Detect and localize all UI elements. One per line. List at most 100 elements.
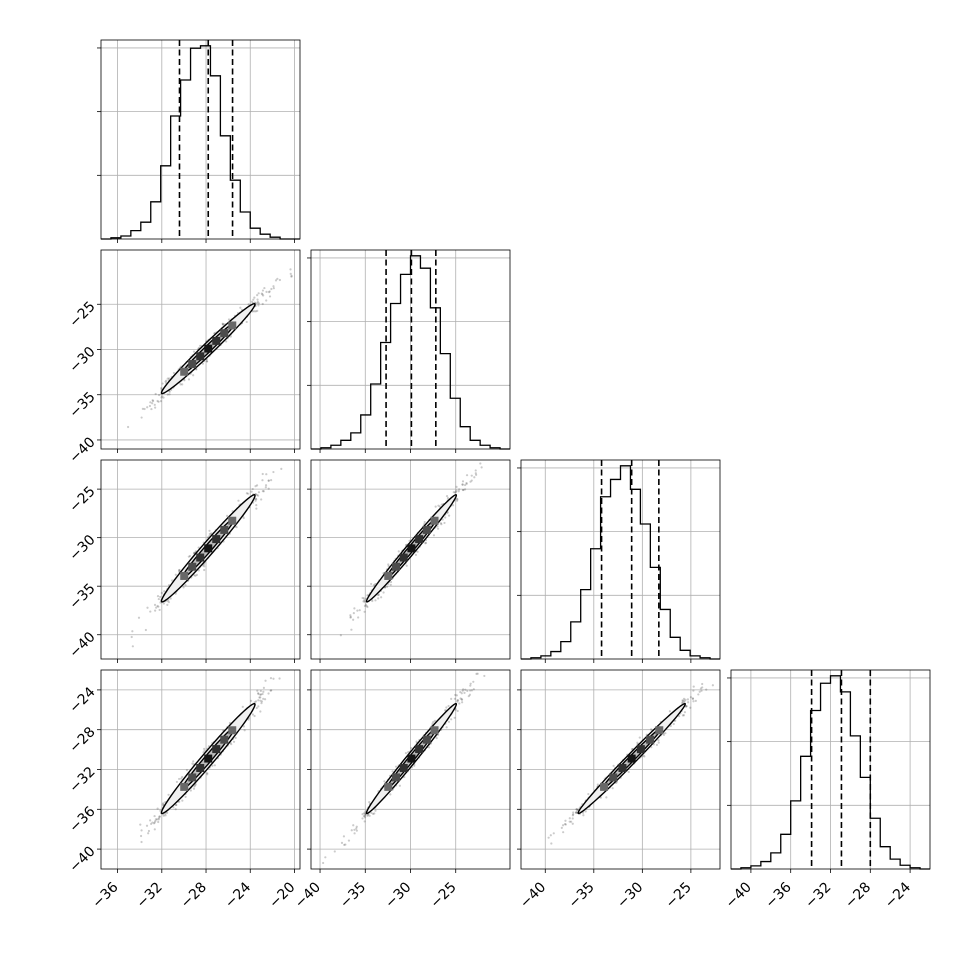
density-cell bbox=[220, 735, 229, 744]
scatter-point bbox=[143, 407, 146, 411]
scatter-point bbox=[350, 628, 353, 631]
scatter-point bbox=[357, 616, 360, 619]
scatter-point bbox=[154, 820, 157, 823]
x-tick-label: −35 bbox=[337, 879, 369, 911]
scatter-panel-0-2: −40 −35 −30 −25 bbox=[66, 459, 301, 663]
x-tick-label: −25 bbox=[663, 879, 695, 911]
scatter-point bbox=[685, 705, 688, 708]
scatter-point bbox=[475, 672, 478, 675]
histogram-step bbox=[731, 675, 930, 870]
scatter-point bbox=[465, 481, 468, 485]
scatter-point bbox=[355, 829, 358, 832]
scatter-point bbox=[157, 820, 160, 824]
scatter-point bbox=[353, 828, 356, 831]
scatter-point bbox=[468, 693, 471, 696]
scatter-point bbox=[280, 467, 283, 470]
scatter-point bbox=[168, 390, 171, 393]
scatter-point bbox=[463, 691, 466, 694]
y-tick-label: −25 bbox=[66, 483, 98, 515]
density-cell bbox=[399, 763, 408, 772]
scatter-point bbox=[655, 743, 659, 746]
scatter-point bbox=[684, 698, 687, 701]
scatter-point bbox=[156, 807, 159, 810]
scatter-point bbox=[192, 374, 195, 377]
scatter-point bbox=[184, 795, 187, 798]
x-tick-label: −28 bbox=[842, 879, 874, 911]
scatter-point bbox=[257, 491, 261, 494]
density-cell bbox=[646, 735, 655, 744]
scatter-point bbox=[193, 574, 196, 577]
scatter-point bbox=[564, 819, 567, 822]
scatter-point bbox=[549, 834, 552, 837]
x-tick-label: −40 bbox=[723, 879, 755, 911]
scatter-point bbox=[193, 784, 197, 787]
scatter-point bbox=[397, 550, 400, 553]
y-tick-label: −25 bbox=[66, 299, 98, 331]
scatter-point bbox=[344, 843, 347, 846]
scatter-point bbox=[149, 610, 152, 613]
density-cell bbox=[204, 344, 213, 353]
scatter-point bbox=[227, 318, 231, 321]
scatter-point bbox=[347, 839, 351, 842]
scatter-point bbox=[262, 686, 266, 689]
scatter-point bbox=[349, 614, 352, 617]
scatter-point bbox=[246, 492, 250, 495]
scatter-point bbox=[371, 599, 374, 603]
scatter-point bbox=[368, 814, 371, 817]
scatter-point bbox=[251, 713, 254, 716]
scatter-point bbox=[605, 796, 608, 799]
scatter-point bbox=[431, 722, 434, 725]
scatter-point bbox=[596, 783, 599, 786]
scatter-point bbox=[259, 693, 263, 696]
scatter-point bbox=[456, 699, 459, 702]
scatter-point bbox=[700, 689, 703, 692]
scatter-point bbox=[469, 689, 472, 692]
scatter-point bbox=[454, 693, 457, 697]
scatter-point bbox=[472, 680, 475, 683]
scatter-point bbox=[453, 697, 456, 700]
density-cell bbox=[636, 745, 645, 754]
scatter-point bbox=[199, 344, 202, 347]
scatter-point bbox=[437, 504, 440, 507]
scatter-point bbox=[150, 407, 153, 411]
scatter-point bbox=[382, 591, 385, 594]
scatter-point bbox=[723, 658, 725, 660]
density-cell bbox=[212, 336, 221, 345]
scatter-point bbox=[185, 769, 189, 772]
scatter-point bbox=[192, 760, 195, 763]
density-cell bbox=[204, 544, 213, 553]
scatter-point bbox=[203, 747, 206, 750]
scatter-point bbox=[268, 290, 271, 293]
scatter-point bbox=[587, 792, 590, 796]
scatter-point bbox=[250, 300, 254, 303]
scatter-point bbox=[455, 497, 458, 500]
scatter-point bbox=[453, 716, 456, 719]
scatter-point bbox=[358, 609, 361, 612]
y-tick-label: −24 bbox=[66, 684, 98, 716]
scatter-point bbox=[267, 487, 270, 490]
scatter-point bbox=[376, 593, 380, 597]
scatter-point bbox=[461, 483, 464, 486]
density-cell bbox=[180, 571, 189, 580]
scatter-point bbox=[243, 729, 246, 732]
scatter-point bbox=[181, 799, 184, 802]
scatter-point bbox=[465, 482, 468, 485]
scatter-point bbox=[253, 310, 256, 313]
scatter-point bbox=[147, 832, 150, 835]
scatter-point bbox=[257, 304, 260, 307]
scatter-point bbox=[178, 800, 181, 803]
density-cell bbox=[228, 321, 237, 330]
y-tick-label: −40 bbox=[66, 843, 98, 875]
scatter-point bbox=[701, 682, 704, 686]
scatter-point bbox=[225, 340, 228, 343]
scatter-point bbox=[261, 302, 264, 306]
scatter-point bbox=[462, 488, 465, 492]
scatter-point bbox=[261, 489, 264, 493]
scatter-point bbox=[166, 377, 169, 380]
scatter-point bbox=[157, 605, 160, 608]
scatter-point bbox=[149, 819, 152, 822]
scatter-point bbox=[252, 298, 255, 301]
scatter-point bbox=[290, 274, 293, 277]
density-cell bbox=[407, 544, 416, 553]
scatter-point bbox=[262, 697, 265, 700]
